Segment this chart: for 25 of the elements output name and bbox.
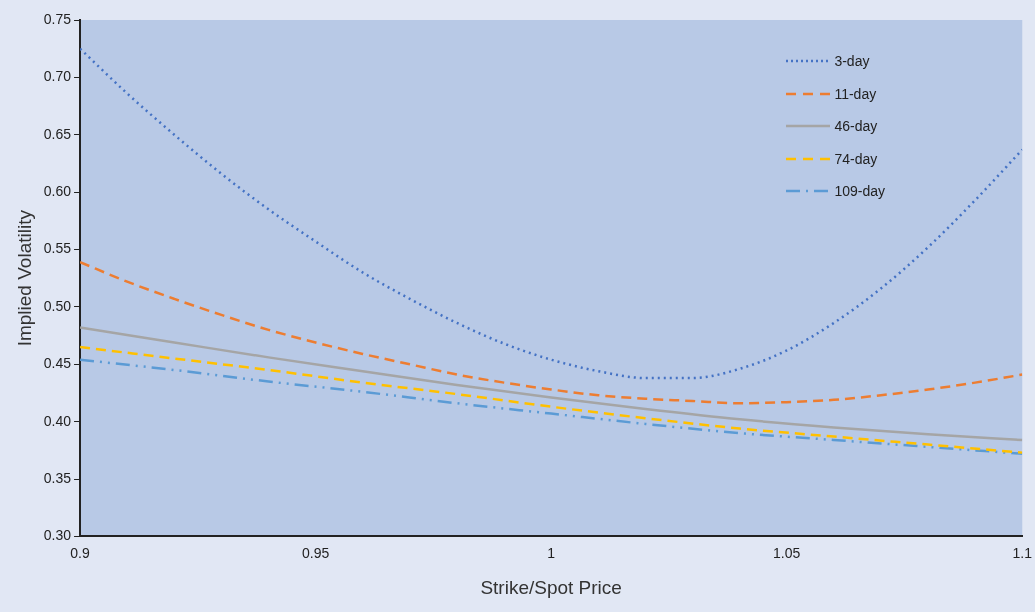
y-tick-label: 0.50 bbox=[43, 297, 72, 314]
x-tick-label: 0.95 bbox=[301, 544, 330, 561]
x-tick-label: 1.1 bbox=[1012, 544, 1033, 561]
y-tick-label: 0.30 bbox=[43, 527, 72, 544]
y-tick-label: 0.55 bbox=[43, 240, 72, 257]
y-tick-label: 0.60 bbox=[43, 182, 72, 199]
y-tick-label: 0.40 bbox=[43, 412, 72, 429]
x-tick-label: 0.9 bbox=[70, 544, 90, 561]
x-axis-title: Strike/Spot Price bbox=[480, 576, 622, 598]
legend-label: 11-day bbox=[834, 85, 877, 102]
legend-label: 3-day bbox=[834, 53, 870, 70]
line-series bbox=[80, 260, 1023, 405]
y-tick-label: 0.35 bbox=[43, 469, 72, 486]
line-series bbox=[80, 47, 1023, 380]
y-tick-label: 0.65 bbox=[43, 125, 72, 142]
legend-label: 109-day bbox=[834, 183, 885, 200]
x-tick-label: 1 bbox=[547, 544, 556, 561]
y-tick-label: 0.45 bbox=[43, 355, 72, 372]
y-tick-label: 0.75 bbox=[43, 10, 72, 27]
y-axis-title: Implied Volatility bbox=[13, 209, 35, 347]
legend-label: 74-day bbox=[834, 150, 878, 167]
line-series bbox=[80, 326, 1023, 442]
x-tick-label: 1.05 bbox=[773, 544, 801, 561]
y-tick-label: 0.70 bbox=[43, 68, 72, 85]
legend-label: 46-day bbox=[834, 118, 878, 135]
